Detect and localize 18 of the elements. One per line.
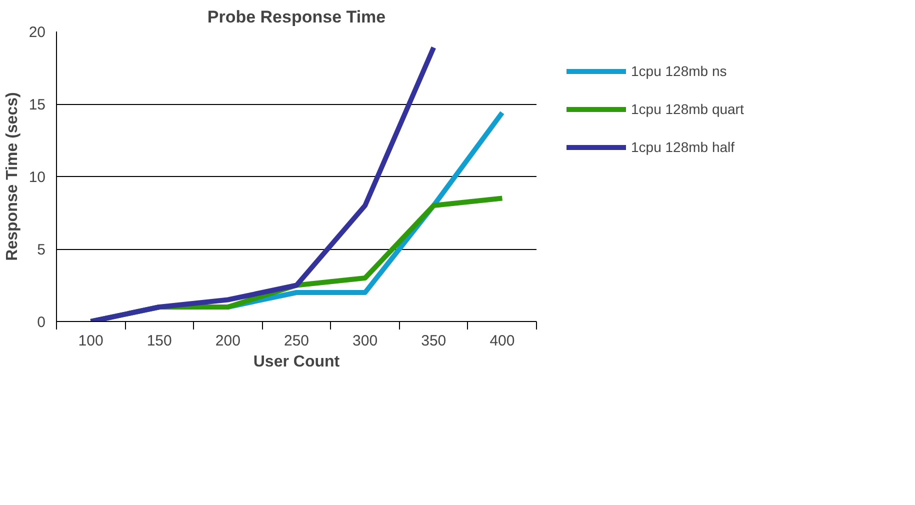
x-tick-label: 250 xyxy=(284,332,310,350)
x-tick-label: 200 xyxy=(215,332,240,350)
x-tick-label: 300 xyxy=(352,332,378,350)
y-tick-label: 15 xyxy=(28,96,46,114)
y-axis-title: Response Time (secs) xyxy=(4,92,21,261)
x-tick-label: 400 xyxy=(490,332,515,350)
y-tick-label: 5 xyxy=(37,242,46,258)
x-tick-label: 150 xyxy=(146,332,172,350)
y-tick-label: 10 xyxy=(28,169,46,186)
legend-label: 1cpu 128mb ns xyxy=(631,63,727,79)
chart-title: Probe Response Time xyxy=(207,8,386,26)
legend-label: 1cpu 128mb half xyxy=(631,139,735,155)
legend-label: 1cpu 128mb quart xyxy=(631,101,744,117)
y-tick-label: 0 xyxy=(37,314,46,331)
y-tick-label: 20 xyxy=(28,24,46,41)
x-tick-label: 100 xyxy=(78,332,104,350)
x-axis-title: User Count xyxy=(253,354,340,370)
x-tick-label: 350 xyxy=(421,332,446,350)
